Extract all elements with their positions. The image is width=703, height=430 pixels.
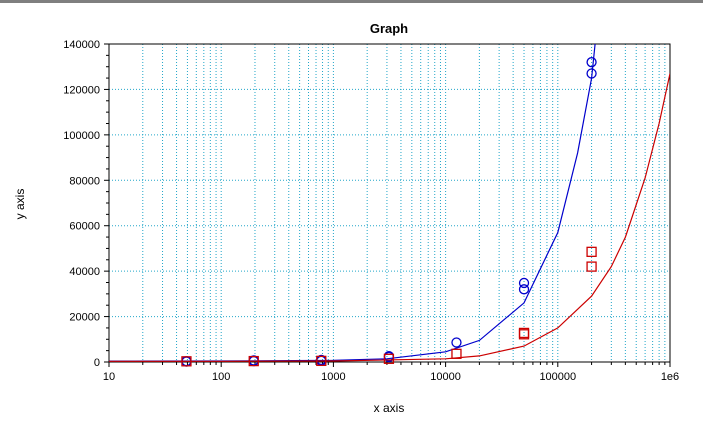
series-2-point xyxy=(451,348,462,359)
series-2-point xyxy=(248,355,259,367)
series-2-point xyxy=(383,353,395,364)
series-1-fit-line xyxy=(109,44,596,362)
y-tick-label: 40000 xyxy=(69,266,100,278)
x-tick-label: 10000 xyxy=(430,371,461,383)
series-2-point xyxy=(586,246,597,257)
x-tick-label: 1e6 xyxy=(661,371,679,383)
chart-title: Graph xyxy=(370,21,408,36)
series-1 xyxy=(109,44,597,367)
series-1-point xyxy=(586,57,597,68)
x-tick-label: 100 xyxy=(212,371,230,383)
series-2-fit-line xyxy=(109,73,670,362)
series-2-point xyxy=(181,356,192,367)
series-2-point xyxy=(586,261,597,272)
y-tick-label: 80000 xyxy=(69,175,100,187)
y-tick-label: 0 xyxy=(94,357,100,369)
x-tick-label: 100000 xyxy=(539,371,576,383)
y-tick-label: 100000 xyxy=(63,130,100,142)
series-2-point xyxy=(518,327,530,339)
series-1-point xyxy=(586,68,597,79)
series-2-point xyxy=(316,355,327,367)
y-axis-label: y axis xyxy=(13,189,27,220)
plot-area-frame xyxy=(108,43,671,363)
grid xyxy=(109,44,670,362)
y-tick-label: 20000 xyxy=(69,312,100,324)
y-tick-label: 120000 xyxy=(63,84,100,96)
y-tick-label: 140000 xyxy=(63,39,100,51)
window-top-border xyxy=(0,0,703,3)
x-tick-label: 1000 xyxy=(321,371,345,383)
x-axis-label: x axis xyxy=(374,401,405,415)
series-1-point xyxy=(518,277,530,289)
series-1-point xyxy=(451,337,462,348)
series-2 xyxy=(109,73,670,367)
x-tick-label: 10 xyxy=(103,371,115,383)
y-tick-label: 60000 xyxy=(69,221,100,233)
series-1-point xyxy=(518,284,530,295)
